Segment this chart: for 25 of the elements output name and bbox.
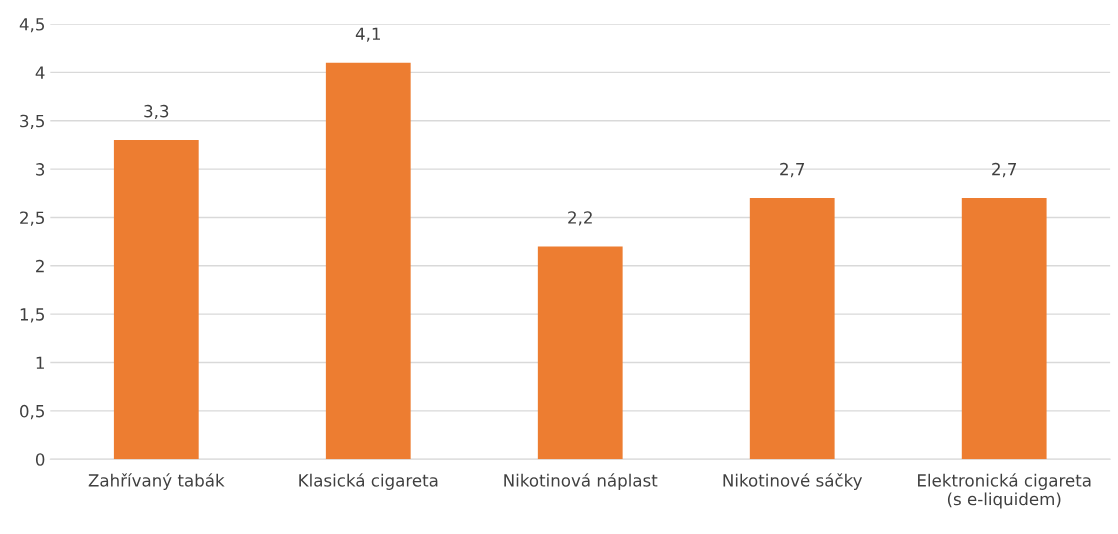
x-tick-label: Nikotinová náplast [504,473,658,490]
y-tick-label: 4 [35,66,45,79]
y-tick-label: 1,5 [20,308,44,323]
bar [961,198,1047,460]
data-label: 2,7 [780,162,805,178]
data-label: 3,3 [144,104,169,120]
bar [325,62,411,460]
y-tick-label: 3 [36,163,45,176]
bar [537,246,623,460]
x-tick-label: Zahřívaný tabák [88,473,225,490]
y-tick-label: 1 [36,356,44,369]
y-tick-label: 0 [35,453,45,466]
bar [113,140,199,460]
x-tick-label: Nikotinové sáčky [723,473,863,490]
y-tick-label: 2 [36,259,44,273]
y-tick-label: 0,5 [20,404,44,420]
y-tick-label: 4,5 [19,18,44,33]
x-tick-label: Elektronická cigareta (s e-liquidem) [918,473,1091,509]
data-label: 4,1 [355,27,380,42]
y-tick-label: 2,5 [20,211,44,226]
data-label: 2,7 [992,162,1017,178]
y-tick-label: 3,5 [20,114,44,130]
data-label: 2,2 [568,211,592,226]
x-tick-label: Klasická cigareta [299,473,438,490]
bar [749,198,835,460]
